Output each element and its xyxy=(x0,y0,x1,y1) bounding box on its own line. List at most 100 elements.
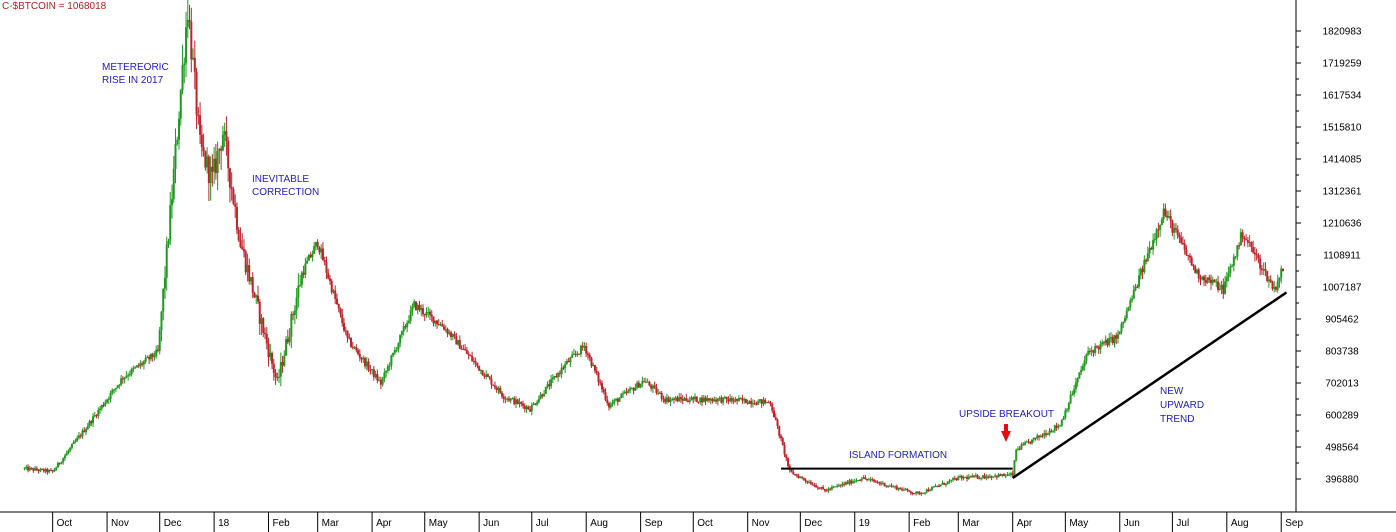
candle-body xyxy=(450,332,453,338)
candle-body xyxy=(1157,229,1160,231)
candle-body xyxy=(302,272,305,275)
candle-body xyxy=(1097,347,1100,350)
candle-body xyxy=(88,421,91,427)
candle-body xyxy=(1036,435,1039,439)
candle-body xyxy=(1248,242,1251,244)
candle-body xyxy=(1146,253,1149,262)
candle-body xyxy=(334,290,337,299)
candle-body xyxy=(608,403,611,408)
annotation-island: ISLAND FORMATION xyxy=(849,450,947,461)
candle-body xyxy=(409,309,412,321)
candle-body xyxy=(616,398,619,402)
candle-body xyxy=(400,331,403,335)
candle-body xyxy=(271,352,274,364)
candle-body xyxy=(781,438,784,445)
candle-body xyxy=(569,357,572,363)
candle-body xyxy=(476,362,479,366)
candle-body xyxy=(837,485,840,487)
candle-body xyxy=(1062,417,1065,420)
candle-body xyxy=(1023,442,1026,445)
candle-body xyxy=(214,158,217,174)
candle-body xyxy=(160,311,163,331)
candle-body xyxy=(299,284,302,286)
candle-body xyxy=(674,397,677,400)
candle-body xyxy=(848,480,851,484)
candle-body xyxy=(544,386,547,394)
candle-body xyxy=(393,349,396,353)
x-tick-label: 19 xyxy=(859,518,871,529)
candle-body xyxy=(1069,394,1072,404)
candle-body xyxy=(1102,342,1105,344)
candle-body xyxy=(765,401,768,403)
candle-body xyxy=(1264,269,1267,271)
candle-body xyxy=(446,329,449,334)
candle-body xyxy=(183,63,186,66)
candle-body xyxy=(174,144,177,169)
candle-body xyxy=(70,444,73,448)
candle-body xyxy=(1125,310,1128,319)
candle-body xyxy=(1046,434,1049,436)
candle-body xyxy=(1203,276,1205,281)
candle-body xyxy=(83,430,86,433)
candle-body xyxy=(685,398,688,401)
candle-body xyxy=(753,403,756,405)
candle-body xyxy=(200,134,203,148)
candle-body xyxy=(995,475,998,478)
candle-body xyxy=(978,478,981,480)
candle-body xyxy=(688,400,691,402)
candle-body xyxy=(365,361,368,367)
candle-body xyxy=(976,475,979,479)
candle-body xyxy=(1218,288,1221,291)
candle-body xyxy=(127,375,130,377)
candle-body xyxy=(541,394,544,397)
x-tick-label: Feb xyxy=(273,518,291,529)
candle-body xyxy=(1078,372,1081,379)
candle-body xyxy=(220,148,223,151)
candle-body xyxy=(1281,268,1284,272)
candle-body xyxy=(1080,369,1083,373)
candle-body xyxy=(943,482,946,485)
candle-body xyxy=(939,484,942,486)
candle-body xyxy=(595,370,598,373)
candle-body xyxy=(850,480,853,484)
candle-body xyxy=(128,374,131,376)
candle-body xyxy=(683,398,686,401)
candle-body xyxy=(135,365,138,368)
candle-body xyxy=(1273,286,1276,289)
candle-body xyxy=(611,403,614,405)
candle-body xyxy=(844,482,847,485)
candle-body xyxy=(743,398,746,401)
candle-body xyxy=(169,205,172,241)
candle-body xyxy=(1266,270,1269,282)
candle-body xyxy=(629,388,632,391)
candle-body xyxy=(1011,473,1014,476)
candle-body xyxy=(567,360,570,363)
candle-body xyxy=(39,468,42,472)
candle-body xyxy=(104,402,107,406)
candle-body xyxy=(1071,394,1074,396)
candle-body xyxy=(687,400,689,402)
candle-body xyxy=(244,251,247,273)
candle-body xyxy=(211,166,214,172)
x-tick-label: Jun xyxy=(1124,518,1140,529)
candle-body xyxy=(137,365,140,367)
candle-body xyxy=(86,426,89,430)
candle-body xyxy=(780,435,783,439)
candle-body xyxy=(997,474,1000,478)
candle-body xyxy=(857,480,860,482)
candle-body xyxy=(30,467,33,469)
candle-body xyxy=(285,339,288,356)
candle-body xyxy=(987,476,990,478)
candle-body xyxy=(1088,351,1091,353)
candle-body xyxy=(727,399,730,402)
candle-body xyxy=(1087,351,1090,355)
candle-body xyxy=(1018,448,1021,450)
candle-body xyxy=(337,303,340,309)
candle-body xyxy=(51,470,54,472)
candle-body xyxy=(867,479,870,481)
candle-body xyxy=(601,383,603,390)
candle-body xyxy=(297,285,300,298)
candle-body xyxy=(669,399,672,402)
candle-body xyxy=(985,476,988,479)
candle-body xyxy=(571,354,574,358)
